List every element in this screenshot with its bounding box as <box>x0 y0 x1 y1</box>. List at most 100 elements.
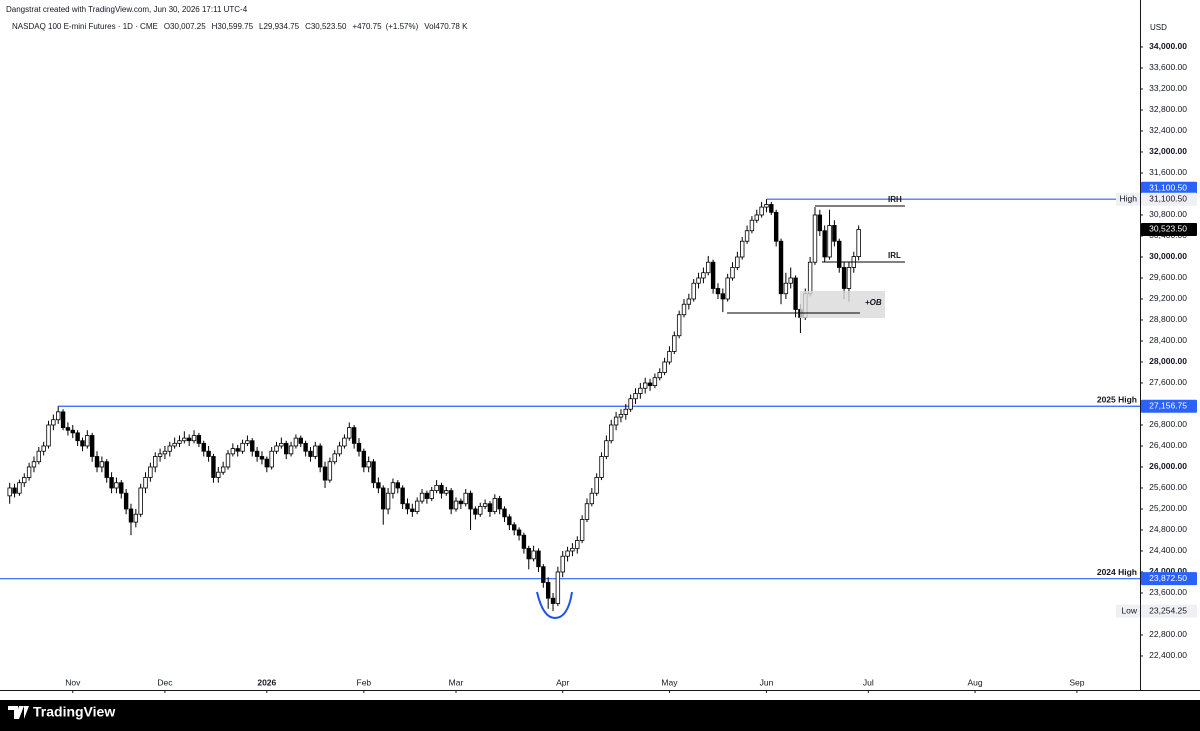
drawings: IRH IRL +OB <box>536 195 905 620</box>
level-name: 2024 High <box>1097 567 1137 577</box>
candle-body <box>759 206 764 216</box>
y-tick-label: 28,000.00 <box>1149 356 1187 366</box>
candle-body <box>211 456 216 478</box>
candle-body <box>274 445 279 452</box>
candle-body <box>109 477 114 489</box>
y-tick-label: 29,600.00 <box>1149 272 1187 282</box>
candle-body <box>676 314 682 337</box>
candle-body <box>434 484 439 492</box>
x-tick-label: Dec <box>157 677 173 687</box>
annotation: IRL <box>888 251 901 260</box>
legend-prefix: C <box>305 22 311 31</box>
level-price-bg <box>1141 399 1197 413</box>
x-tick-label: Apr <box>556 677 569 687</box>
candle-body <box>327 461 333 481</box>
candle-body <box>609 424 614 442</box>
candle-body <box>347 427 352 439</box>
candle-body <box>856 229 861 257</box>
candle-body <box>652 377 658 387</box>
candle-body <box>526 547 531 560</box>
y-tick-label: 32,000.00 <box>1149 146 1187 156</box>
candle-body <box>550 597 556 604</box>
candle-body <box>254 450 260 457</box>
candle-body <box>482 503 488 507</box>
x-tick-label: Sep <box>1069 677 1084 687</box>
level-price: 31,100.50 <box>1149 182 1187 192</box>
y-tick-label: 27,600.00 <box>1149 377 1187 387</box>
last-price: 30,523.50 <box>1149 224 1187 234</box>
candle-body <box>36 450 42 463</box>
candle-body <box>123 492 129 510</box>
y-tick-label: 30,800.00 <box>1149 209 1187 219</box>
high-name-bg <box>1116 192 1140 206</box>
candle-body <box>322 466 328 481</box>
candle-body <box>516 529 522 536</box>
candle-body <box>492 498 498 513</box>
candle-body <box>555 571 561 604</box>
y-tick-label: 33,200.00 <box>1149 83 1187 93</box>
candle-body <box>133 513 139 523</box>
candle-body <box>264 458 270 468</box>
level-price-bg <box>1141 181 1197 195</box>
candle-body <box>94 456 100 468</box>
candle-body <box>429 490 434 499</box>
candle-body <box>715 288 721 295</box>
candle-body <box>473 508 478 515</box>
low-price: 23,254.25 <box>1149 605 1187 615</box>
candle-body <box>579 519 585 541</box>
candle-body <box>545 582 551 599</box>
candle-body <box>793 277 798 310</box>
candle-body <box>313 445 318 457</box>
candle-body <box>284 442 289 455</box>
candle-body <box>575 540 580 549</box>
candle-body <box>206 450 211 457</box>
logo <box>8 706 29 719</box>
plot-area <box>0 198 1140 612</box>
candle-body <box>65 427 71 431</box>
candle-body <box>448 490 454 510</box>
candle-body <box>225 453 231 468</box>
y-tick-label: 28,400.00 <box>1149 335 1187 345</box>
attribution: Dangstrat created with TradingView.com, … <box>6 5 248 14</box>
candle-body <box>468 492 473 510</box>
candle-body <box>657 372 662 379</box>
x-tick-label: Nov <box>65 677 81 687</box>
candle-body <box>308 450 313 457</box>
candle-body <box>99 461 105 468</box>
candle-body <box>807 261 813 295</box>
y-tick-label: 25,600.00 <box>1149 482 1187 492</box>
candle-body <box>342 437 347 447</box>
candle-body <box>259 456 265 460</box>
y-tick-label: 30,000.00 <box>1149 251 1187 261</box>
candle-body <box>502 508 507 518</box>
candle-body <box>191 435 197 442</box>
candle-body <box>26 466 32 478</box>
candle-body <box>410 508 415 513</box>
high-price: 31,100.50 <box>1149 193 1187 203</box>
candle-body <box>832 225 837 242</box>
candle-body <box>599 456 604 478</box>
x-tick-label: Feb <box>357 677 372 687</box>
candle-body <box>642 382 648 389</box>
candle-body <box>497 498 502 510</box>
candle-body <box>303 442 308 452</box>
legend-prefix: Vol <box>424 22 435 31</box>
x-tick-label: 2026 <box>257 677 276 687</box>
y-tick-label: 31,600.00 <box>1149 167 1187 177</box>
candle-body <box>453 500 459 510</box>
candle-body <box>633 393 638 400</box>
candle-body <box>531 550 536 560</box>
candle-body <box>478 505 483 515</box>
candle-body <box>512 524 517 531</box>
x-tick-label: Jul <box>863 677 874 687</box>
legend-prefix: O <box>164 22 170 31</box>
candle-body <box>827 225 832 258</box>
candle-body <box>56 411 61 421</box>
candle-body <box>293 437 299 447</box>
legend-value: 30,007.25 <box>170 22 206 31</box>
candle-body <box>356 442 362 452</box>
candle-body <box>85 435 90 447</box>
legend-value: 30,599.75 <box>217 22 253 31</box>
candle-body <box>672 335 677 352</box>
